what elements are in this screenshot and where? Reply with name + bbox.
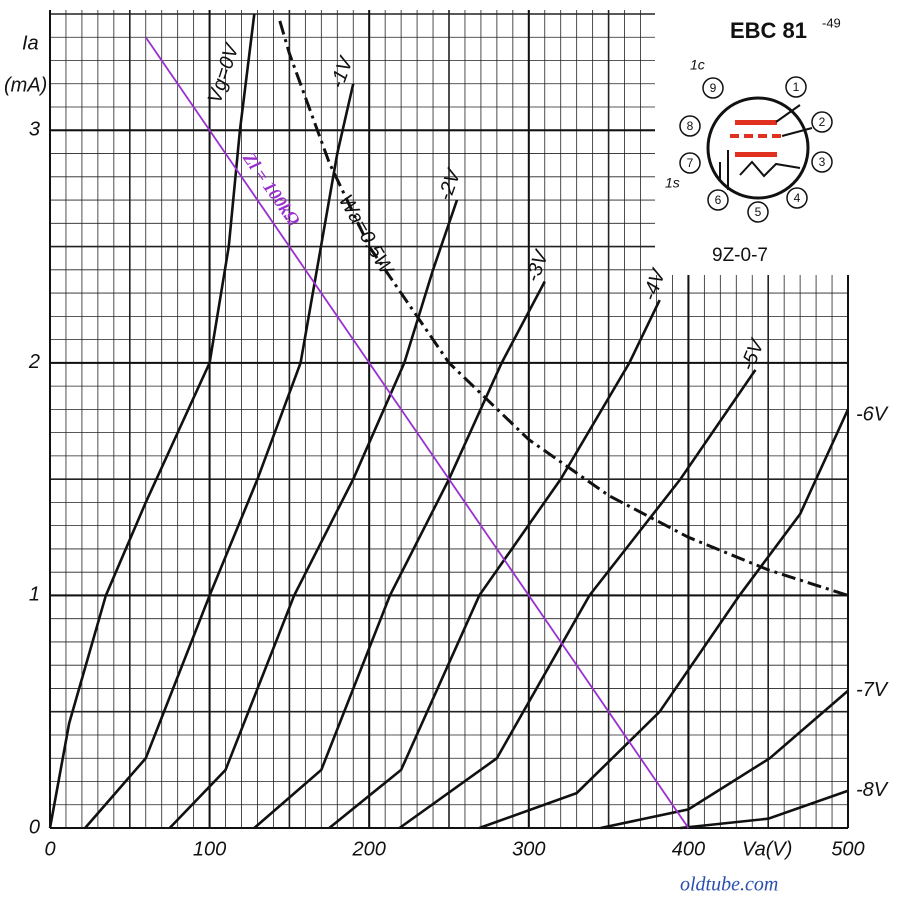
curve-label: -6V bbox=[856, 404, 889, 426]
curve-label: -8V bbox=[856, 779, 889, 801]
curve bbox=[168, 199, 459, 829]
y-tick-label: 1 bbox=[29, 584, 40, 606]
pin-label: 6 bbox=[715, 193, 722, 207]
curve bbox=[600, 689, 849, 830]
y-tick-label: 0 bbox=[29, 816, 40, 838]
x-tick-label: 100 bbox=[193, 838, 226, 860]
tube-wiring bbox=[719, 104, 813, 190]
pin-label: 5 bbox=[755, 205, 762, 219]
x-tick-label: 500 bbox=[831, 838, 864, 860]
curve bbox=[253, 280, 546, 829]
pin bbox=[785, 76, 807, 98]
pin-label: 1 bbox=[793, 80, 800, 94]
curve bbox=[278, 20, 849, 597]
tube-envelope bbox=[706, 96, 810, 200]
inset-title: EBC 81 bbox=[730, 18, 807, 43]
pin bbox=[702, 77, 724, 99]
inset-note: 1c bbox=[690, 57, 705, 73]
inset: EBC 81 -49 9Z-0-7 1c 1s 1 2 3 4 5 6 7 8 9 bbox=[655, 10, 850, 275]
pin-label: 8 bbox=[687, 119, 694, 133]
x-tick-label: 400 bbox=[672, 838, 705, 860]
inset-superscript: -49 bbox=[822, 15, 841, 30]
pin bbox=[747, 201, 769, 223]
curve bbox=[680, 789, 849, 830]
curve bbox=[398, 369, 757, 830]
x-tick-label: 0 bbox=[44, 838, 55, 860]
x-axis-label: Va(V) bbox=[742, 838, 792, 860]
tube-anode bbox=[735, 120, 777, 125]
curve-label: -7V bbox=[856, 679, 889, 701]
inset-note: 1s bbox=[665, 175, 680, 191]
pin bbox=[811, 111, 833, 133]
pin-label: 9 bbox=[710, 81, 717, 95]
curve bbox=[478, 408, 850, 830]
x-tick-label: 200 bbox=[352, 838, 386, 860]
curve bbox=[84, 83, 355, 829]
pin-label: 2 bbox=[819, 115, 826, 129]
y-tick-label: 3 bbox=[29, 119, 40, 141]
pin-label: 7 bbox=[687, 156, 694, 170]
pin bbox=[679, 115, 701, 137]
y-axis-unit: (mA) bbox=[4, 74, 47, 96]
curve bbox=[328, 299, 661, 830]
pin-label: 4 bbox=[794, 191, 801, 205]
pin bbox=[679, 152, 701, 174]
pin-label: 3 bbox=[819, 155, 826, 169]
tube-cathode bbox=[735, 152, 777, 157]
inset-background bbox=[655, 10, 850, 275]
curve bbox=[145, 36, 690, 829]
y-tick-label: 2 bbox=[28, 351, 40, 373]
y-axis-label: Ia bbox=[22, 32, 39, 54]
watermark: oldtube.com bbox=[680, 874, 778, 896]
inset-code: 9Z-0-7 bbox=[712, 245, 768, 266]
x-tick-label: 300 bbox=[512, 838, 545, 860]
pin bbox=[707, 189, 729, 211]
curves bbox=[48, 13, 850, 830]
pin bbox=[811, 151, 833, 173]
pins: 1 2 3 4 5 6 7 8 9 bbox=[679, 76, 833, 223]
pin bbox=[786, 187, 808, 209]
